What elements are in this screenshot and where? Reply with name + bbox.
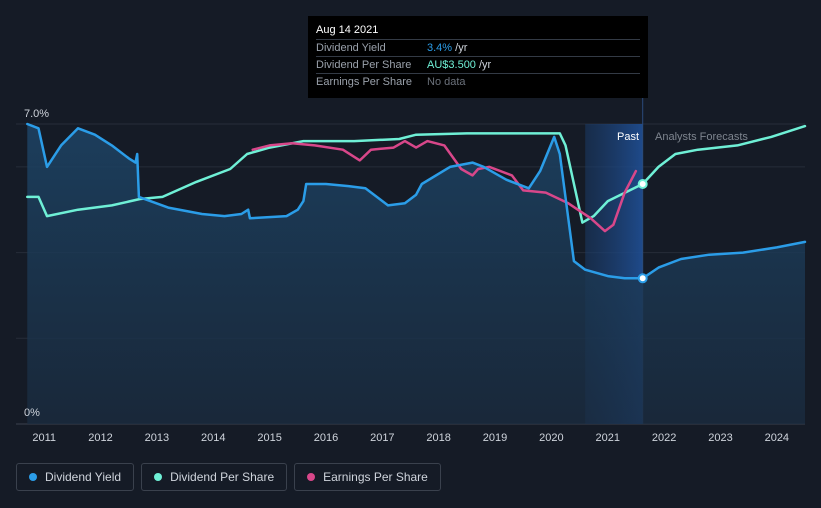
y-axis-label-max: 7.0% (24, 108, 49, 120)
dividend-yield-area (27, 124, 806, 424)
x-tick-label: 2013 (145, 432, 169, 444)
dividend-yield-line (26, 122, 644, 280)
earnings-per-share-dot-icon (307, 473, 316, 481)
tooltip-row-yield: Dividend Yield 3.4% /yr (316, 40, 640, 57)
x-tick-label: 2020 (539, 432, 563, 444)
tooltip-value: 3.4% (427, 42, 453, 54)
dividend-per-share-forecast-line (641, 124, 807, 186)
earnings-per-share-line (251, 139, 638, 233)
dividend-yield-dot-icon (29, 473, 37, 481)
tooltip: Aug 14 2021 Dividend Yield 3.4% /yr Divi… (308, 16, 648, 98)
x-tick-label: 2024 (765, 432, 789, 444)
tooltip-row-dps: Dividend Per Share AU$3.500 /yr (316, 57, 640, 74)
x-tick-label: 2017 (370, 432, 394, 444)
highlight-markers (637, 179, 648, 284)
x-tick-label: 2012 (88, 432, 112, 444)
legend-label: Earnings Per Share (323, 470, 428, 484)
x-tick-label: 2019 (483, 432, 507, 444)
x-tick-label: 2021 (596, 432, 620, 444)
tooltip-row-eps: Earnings Per Share No data (316, 74, 640, 90)
legend-dividend-yield[interactable]: Dividend Yield (16, 463, 135, 491)
tooltip-label: Dividend Yield (316, 42, 386, 54)
past-label: Past (617, 131, 639, 143)
x-tick-label: 2016 (314, 432, 338, 444)
x-tick-label: 2011 (32, 432, 56, 444)
dividend-per-share-marker (637, 179, 648, 189)
legend-dividend-per-share[interactable]: Dividend Per Share (141, 463, 288, 491)
x-tick-label: 2018 (426, 432, 450, 444)
legend: Dividend Yield Dividend Per Share Earnin… (16, 463, 441, 491)
dividend-yield-marker (637, 273, 648, 284)
dividend-yield-forecast-line (641, 240, 807, 280)
x-tick-label: 2022 (652, 432, 676, 444)
legend-label: Dividend Yield (45, 470, 122, 484)
legend-earnings-per-share[interactable]: Earnings Per Share (294, 463, 441, 491)
dividend-chart[interactable]: 2011 2012 2013 2014 2015 2016 2017 2018 2019 2020… (0, 0, 821, 460)
x-tick-label: 2015 (257, 432, 281, 444)
tooltip-label: Dividend Per Share (316, 59, 412, 71)
tooltip-suffix: /yr (452, 42, 468, 54)
dividend-per-share-dot-icon (154, 473, 163, 481)
x-tick-label: 2023 (708, 432, 732, 444)
tooltip-value: No data (427, 76, 466, 88)
tooltip-date: Aug 14 2021 (316, 21, 640, 40)
tooltip-label: Earnings Per Share (316, 76, 412, 88)
y-axis-label-min: 0% (24, 407, 40, 419)
tooltip-suffix: /yr (475, 59, 492, 71)
legend-label: Dividend Per Share (170, 470, 275, 484)
series-lines (26, 122, 807, 280)
forecast-label: Analysts Forecasts (655, 131, 748, 143)
x-axis-ticks: 2011 2012 2013 2014 2015 2016 2017 2018 2019 2020… (32, 432, 789, 444)
tooltip-value: AU$3.500 (427, 59, 476, 71)
x-tick-label: 2014 (201, 432, 225, 444)
